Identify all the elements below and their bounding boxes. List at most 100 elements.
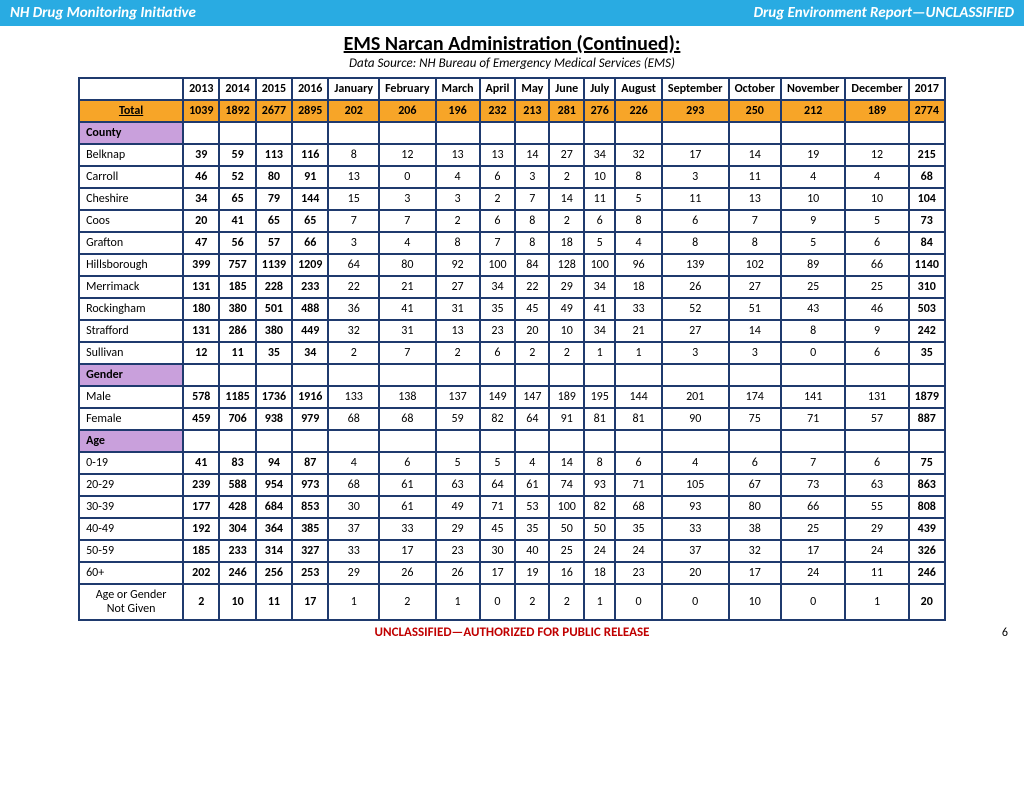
section-header: Age: [79, 430, 945, 452]
header-bar: NH Drug Monitoring Initiative Drug Envir…: [0, 0, 1024, 26]
cell: 6: [480, 166, 516, 188]
data-row: Merrimack1311852282332221273422293418262…: [79, 276, 945, 298]
empty-cell: [584, 122, 615, 144]
cell: 41: [219, 210, 255, 232]
cell: 68: [379, 408, 435, 430]
cell: 1039: [183, 100, 219, 122]
cell: 202: [183, 562, 219, 584]
cell: 27: [549, 144, 584, 166]
empty-cell: [219, 122, 255, 144]
empty-cell: [729, 122, 781, 144]
cell: 41: [379, 298, 435, 320]
cell: 17: [480, 562, 516, 584]
cell: 578: [183, 386, 219, 408]
cell: 17: [292, 584, 328, 620]
cell: 488: [292, 298, 328, 320]
cell: 3: [662, 166, 729, 188]
cell: 20: [909, 584, 945, 620]
cell: 24: [584, 540, 615, 562]
cell: 63: [436, 474, 480, 496]
empty-cell: [328, 122, 379, 144]
cell: 189: [845, 100, 908, 122]
cell: 33: [615, 298, 662, 320]
cell: 6: [845, 452, 908, 474]
empty-cell: [729, 364, 781, 386]
cell: 13: [328, 166, 379, 188]
cell: 68: [328, 408, 379, 430]
cell: 380: [256, 320, 292, 342]
cell: 6: [480, 342, 516, 364]
cell: 59: [436, 408, 480, 430]
cell: 232: [480, 100, 516, 122]
cell: 92: [436, 254, 480, 276]
cell: 449: [292, 320, 328, 342]
data-row: Sullivan1211353427262211330635: [79, 342, 945, 364]
cell: 2774: [909, 100, 945, 122]
cell: 8: [515, 232, 549, 254]
cell: 364: [256, 518, 292, 540]
cell: 33: [328, 540, 379, 562]
cell: 144: [615, 386, 662, 408]
cell: 18: [584, 562, 615, 584]
cell: 954: [256, 474, 292, 496]
cell: 61: [379, 496, 435, 518]
data-row: Rockingham180380501488364131354549413352…: [79, 298, 945, 320]
cell: 177: [183, 496, 219, 518]
empty-cell: [480, 364, 516, 386]
cell: 7: [729, 210, 781, 232]
cell: 1: [845, 584, 908, 620]
cell: 57: [845, 408, 908, 430]
cell: 67: [729, 474, 781, 496]
cell: 2: [549, 166, 584, 188]
cell: 8: [584, 452, 615, 474]
data-row: Strafford1312863804493231132320103421271…: [79, 320, 945, 342]
row-label: Coos: [79, 210, 183, 232]
cell: 26: [379, 562, 435, 584]
cell: 25: [781, 518, 845, 540]
cell: 10: [781, 188, 845, 210]
empty-cell: [615, 364, 662, 386]
data-row: 30-3917742868485330614971531008268938066…: [79, 496, 945, 518]
data-row: Carroll4652809113046321083114468: [79, 166, 945, 188]
cell: 2: [328, 342, 379, 364]
cell: 73: [781, 474, 845, 496]
empty-cell: [845, 364, 908, 386]
cell: 21: [615, 320, 662, 342]
cell: 6: [615, 452, 662, 474]
cell: 41: [183, 452, 219, 474]
cell: 35: [515, 518, 549, 540]
cell: 233: [219, 540, 255, 562]
section-label: Age: [79, 430, 183, 452]
cell: 128: [549, 254, 584, 276]
cell: 286: [219, 320, 255, 342]
cell: 2: [436, 210, 480, 232]
empty-cell: [292, 364, 328, 386]
cell: 26: [662, 276, 729, 298]
section-label: County: [79, 122, 183, 144]
cell: 34: [292, 342, 328, 364]
cell: 3: [662, 342, 729, 364]
cell: 8: [615, 166, 662, 188]
cell: 11: [256, 584, 292, 620]
empty-cell: [584, 364, 615, 386]
cell: 84: [909, 232, 945, 254]
cell: 459: [183, 408, 219, 430]
cell: 74: [549, 474, 584, 496]
row-label: Female: [79, 408, 183, 430]
cell: 7: [379, 342, 435, 364]
data-row: Male578118517361916133138137149147189195…: [79, 386, 945, 408]
cell: 24: [845, 540, 908, 562]
cell: 131: [845, 386, 908, 408]
cell: 12: [845, 144, 908, 166]
cell: 25: [549, 540, 584, 562]
cell: 11: [584, 188, 615, 210]
cell: 52: [662, 298, 729, 320]
title-block: EMS Narcan Administration (Continued): D…: [0, 32, 1024, 71]
cell: 83: [219, 452, 255, 474]
cell: 81: [615, 408, 662, 430]
cell: 8: [729, 232, 781, 254]
data-row: 60+2022462562532926261719161823201724112…: [79, 562, 945, 584]
cell: 13: [436, 144, 480, 166]
cell: 6: [662, 210, 729, 232]
cell: 9: [845, 320, 908, 342]
